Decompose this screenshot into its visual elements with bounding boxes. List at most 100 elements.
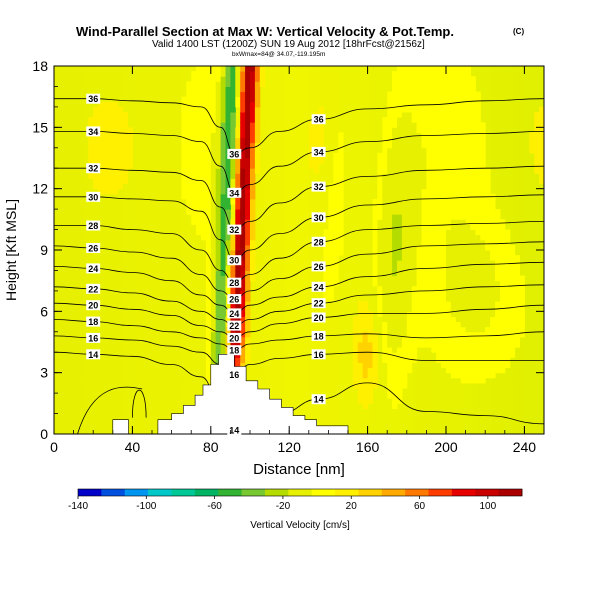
velocity-cell (328, 229, 334, 236)
velocity-cell (392, 152, 398, 159)
velocity-cell (431, 91, 437, 98)
velocity-cell (455, 347, 462, 353)
velocity-cell (436, 86, 442, 93)
velocity-cell (210, 255, 217, 261)
velocity-cell (377, 285, 383, 292)
velocity-cell (220, 178, 226, 185)
velocity-cell (323, 275, 329, 282)
velocity-cell (230, 132, 236, 139)
velocity-cell (401, 357, 408, 363)
velocity-cell (446, 347, 452, 353)
velocity-cell (465, 250, 471, 256)
theta-contour-36 (54, 98, 544, 155)
velocity-cell (499, 336, 506, 343)
velocity-cell (215, 285, 222, 292)
velocity-cell (416, 76, 422, 82)
velocity-cell (411, 204, 418, 210)
velocity-cell (446, 326, 452, 333)
velocity-cell (220, 265, 226, 271)
velocity-cell (455, 168, 462, 174)
velocity-cell (333, 163, 339, 169)
velocity-cell (235, 290, 241, 297)
velocity-cell (392, 204, 398, 210)
velocity-cell (431, 127, 437, 133)
velocity-cell (529, 147, 535, 154)
velocity-cell (107, 137, 114, 144)
velocity-cell (201, 101, 207, 108)
velocity-cell (254, 152, 261, 159)
velocity-cell (205, 127, 212, 133)
velocity-cell (313, 122, 320, 128)
velocity-cell (406, 352, 413, 358)
velocity-cell (205, 168, 212, 174)
velocity-cell (450, 367, 457, 374)
velocity-cell (475, 290, 481, 297)
velocity-cell (362, 331, 369, 338)
velocity-cell (328, 250, 334, 256)
velocity-cell (431, 214, 437, 220)
velocity-cell (401, 137, 408, 144)
velocity-cell (235, 265, 241, 271)
velocity-cell (485, 326, 491, 333)
velocity-cell (397, 290, 403, 297)
velocity-cell (485, 265, 491, 271)
velocity-cell (245, 112, 251, 118)
velocity-cell (392, 147, 398, 154)
chart-subtitle: Valid 1400 LST (1200Z) SUN 19 Aug 2012 [… (152, 39, 425, 50)
velocity-cell (475, 260, 481, 266)
contour-label-bg (227, 320, 242, 331)
velocity-cell (215, 301, 222, 307)
velocity-cell (328, 285, 334, 292)
velocity-cell (392, 296, 398, 302)
velocity-cell (225, 142, 231, 149)
x-tick-label: 240 (513, 439, 537, 455)
velocity-cell (250, 71, 256, 77)
velocity-cell (450, 234, 457, 241)
velocity-cell (406, 117, 413, 123)
velocity-cell (186, 91, 192, 98)
velocity-cell (475, 198, 481, 205)
velocity-cell (205, 224, 212, 231)
contour-label-bg (311, 212, 326, 223)
velocity-cell (181, 183, 187, 190)
velocity-cell (504, 275, 511, 282)
velocity-cell (122, 173, 128, 179)
velocity-cell (465, 255, 471, 261)
velocity-cell (475, 326, 481, 333)
velocity-cell (205, 137, 212, 144)
chart-title-mark: (C) (513, 27, 524, 36)
velocity-cell (416, 152, 422, 159)
velocity-cell (230, 96, 236, 103)
velocity-cell (220, 204, 226, 210)
velocity-cell (250, 127, 256, 133)
velocity-cell (436, 96, 442, 103)
velocity-cell (240, 188, 246, 195)
velocity-cell (470, 147, 476, 154)
velocity-cell (196, 101, 202, 108)
velocity-cell (103, 122, 109, 128)
velocity-cell (215, 147, 222, 154)
velocity-cell (387, 377, 393, 384)
velocity-cell (401, 117, 408, 123)
velocity-cell (210, 244, 217, 251)
velocity-cell (377, 265, 383, 271)
velocity-cell (240, 127, 246, 133)
velocity-cell (397, 306, 403, 312)
velocity-cell (431, 122, 437, 128)
velocity-cell (499, 265, 506, 271)
velocity-cell (436, 234, 442, 241)
velocity-cell (387, 234, 393, 241)
velocity-cell (205, 270, 212, 277)
velocity-cell (509, 336, 516, 343)
contour-label: 20 (314, 313, 324, 323)
velocity-cell (201, 132, 207, 139)
velocity-cell (392, 168, 398, 174)
contour-label: 16 (314, 350, 324, 360)
velocity-cell (225, 270, 231, 277)
velocity-cell (426, 296, 432, 302)
velocity-cell (411, 357, 418, 363)
velocity-cell (485, 362, 491, 369)
velocity-cell (367, 382, 373, 389)
velocity-cell (470, 326, 476, 333)
velocity-cell (220, 301, 226, 307)
